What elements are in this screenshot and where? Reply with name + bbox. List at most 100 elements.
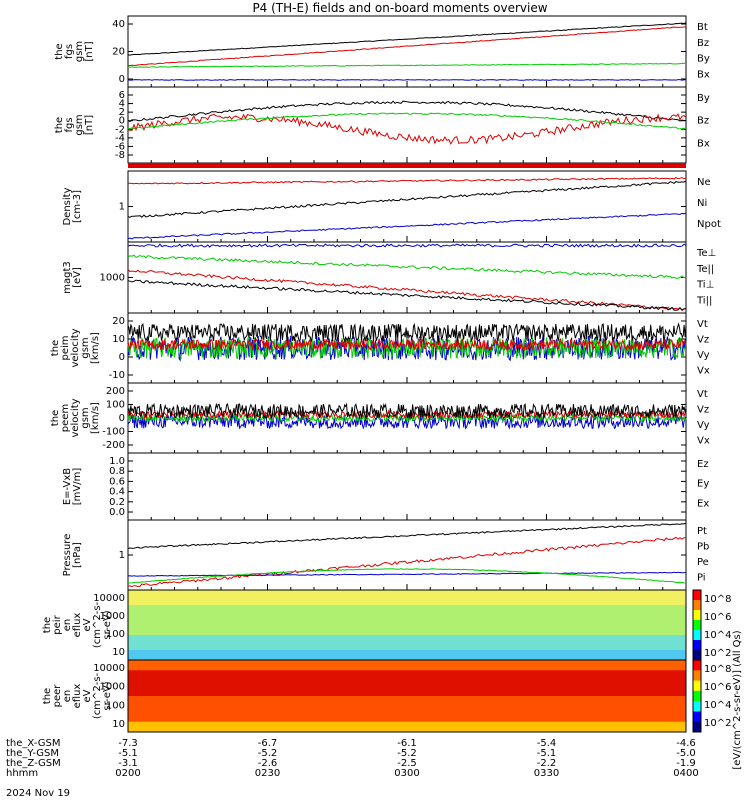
spectrogram-band (128, 716, 686, 723)
panel-ylabel: gsm (74, 114, 85, 135)
y-tick-label: 0.4 (109, 487, 125, 498)
y-tick-label: 0.2 (109, 497, 125, 508)
footer-value: -7.3 (118, 738, 138, 749)
y-tick-label: 10000 (93, 663, 125, 674)
y-tick-label: 0 (119, 413, 125, 424)
footer-value: -2.2 (537, 758, 557, 769)
legend-bx: Bx (697, 69, 710, 80)
y-tick-label: 40 (112, 19, 125, 30)
panel-ylabel: [nT] (84, 115, 95, 135)
spectrogram-band (128, 655, 686, 661)
y-tick-label: 1000 (100, 273, 125, 284)
spectrogram-band (128, 721, 686, 728)
legend-vx: Vx (697, 436, 710, 447)
y-tick-label: 100 (106, 400, 125, 411)
panel-frame (127, 452, 687, 521)
panel-ylabel: the (54, 117, 65, 133)
panel-ylabel: [nPa] (72, 542, 83, 568)
footer-value: -3.1 (118, 758, 138, 769)
panel-ylabel: [km/s] (90, 402, 101, 434)
spectrogram-band (128, 635, 686, 641)
panel-ylabel: eV (82, 618, 93, 631)
panel-ylabel: fgs (64, 44, 75, 59)
panel-ylabel: the (50, 340, 61, 356)
panel-ylabel: (cm^2-s- (92, 672, 103, 719)
legend-vy: Vy (697, 350, 710, 361)
legend-vt: Vt (697, 389, 708, 400)
panel-ylabel: gsm (80, 337, 91, 358)
y-tick-label: 1 (119, 550, 125, 561)
spectrogram-band (128, 660, 686, 666)
panel-ylabel: fgs (64, 117, 75, 132)
panel-ylabel: Pressure (62, 534, 73, 577)
panel-ylabel: en (62, 690, 73, 703)
footer-row-label: the_Z-GSM (6, 758, 61, 769)
colorbar-band (693, 610, 701, 621)
y-tick-label: -200 (102, 440, 125, 451)
panel-ylabel: en (62, 619, 73, 632)
footer-value: 0200 (115, 768, 140, 779)
colorbar-band (693, 711, 701, 723)
y-tick-label: 0 (119, 116, 125, 127)
series-Ni (127, 180, 687, 218)
series-Vt-peem (127, 402, 687, 420)
spectrogram-band (128, 595, 686, 601)
footer-value: -2.6 (258, 758, 278, 769)
panel-density (127, 170, 687, 243)
legend-vx: Vx (697, 366, 710, 377)
footer-value: -6.7 (258, 738, 278, 749)
y-tick-label: 100 (106, 700, 125, 711)
y-tick-label: 100 (106, 629, 125, 640)
colorbar-band (693, 650, 701, 661)
colorbar-band (693, 660, 701, 671)
legend-te||: Te|| (696, 264, 714, 275)
footer-value: -2.5 (397, 758, 417, 769)
legend-ti⊥: Ti⊥ (696, 280, 714, 291)
panel-frame (127, 86, 687, 164)
series-Vx-peim (127, 334, 687, 362)
panel-ylabel: the (54, 43, 65, 59)
panel-ylabel: eV (82, 689, 93, 702)
spectrogram-band (128, 640, 686, 646)
legend-bx: Bx (697, 138, 710, 149)
footer-value: -1.9 (676, 758, 696, 769)
spectrogram-band (128, 711, 686, 718)
panel-ylabel: peer (52, 684, 63, 708)
spectrogram-band (128, 726, 686, 733)
spectrogram-band (128, 680, 686, 687)
y-tick-label: 1.0 (109, 456, 125, 467)
series-Pe (127, 571, 687, 577)
legend-te⊥: Te⊥ (696, 248, 716, 259)
y-tick-label: 0.6 (109, 476, 125, 487)
y-tick-label: 0.8 (109, 466, 125, 477)
colorbar-peir (692, 589, 702, 661)
panel-ylabel: eflux (72, 613, 83, 638)
colorbar-label: [eV/(cm^2-s-sr-eV)] (All Qs) (732, 630, 743, 769)
panel-ylabel: [mV/m] (72, 468, 83, 506)
colorbar-tick: 10^8 (704, 664, 731, 675)
spectrogram-band (128, 630, 686, 636)
series-Ti-perp (127, 243, 687, 248)
colorbar-tick: 10^2 (704, 648, 731, 659)
spectrogram-band (128, 690, 686, 697)
footer-value: -5.0 (676, 748, 696, 759)
colorbar-peer (692, 659, 702, 733)
colorbar-band (693, 600, 701, 611)
legend-pe: Pe (697, 557, 709, 568)
plot-title: P4 (TH-E) fields and on-board moments ov… (252, 1, 547, 15)
panel-ylabel: Density (62, 187, 73, 225)
panel-ylabel: the (42, 617, 53, 633)
panel-frame (127, 15, 687, 88)
spectrogram-band (128, 590, 686, 596)
panel-ylabel: the (50, 410, 61, 426)
y-tick-label: 20 (112, 47, 125, 58)
footer-value: -5.1 (537, 748, 557, 759)
colorbar-band (693, 701, 701, 712)
colorbar-band (693, 620, 701, 631)
legend-ti||: Ti|| (696, 295, 712, 306)
colorbar-tick: 10^8 (704, 594, 731, 605)
series-Bx (127, 78, 687, 81)
panel-ylabel: sr-eV) (102, 610, 113, 639)
colorbar-tick: 10^6 (704, 682, 731, 693)
